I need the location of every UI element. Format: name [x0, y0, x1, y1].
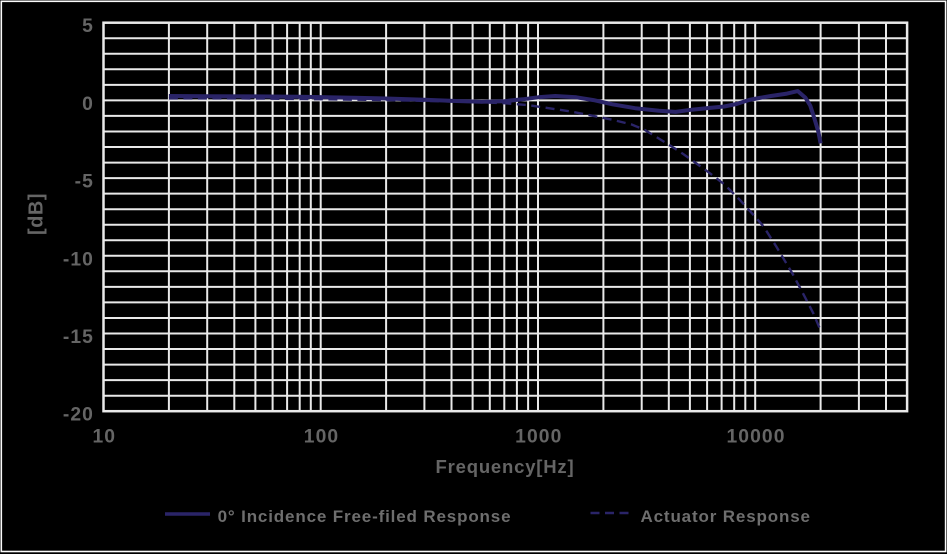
- svg-text:100: 100: [304, 427, 339, 448]
- svg-text:Actuator Response: Actuator Response: [641, 507, 811, 526]
- svg-text:[dB]: [dB]: [26, 193, 48, 235]
- svg-text:10: 10: [92, 427, 116, 448]
- svg-text:-5: -5: [75, 172, 94, 193]
- svg-text:0° Incidence Free-filed Respon: 0° Incidence Free-filed Response: [218, 507, 512, 526]
- svg-text:-20: -20: [63, 405, 94, 426]
- svg-text:-10: -10: [63, 249, 94, 270]
- svg-text:0: 0: [82, 94, 94, 115]
- svg-text:Frequency[Hz]: Frequency[Hz]: [436, 456, 575, 477]
- svg-text:10000: 10000: [726, 427, 785, 448]
- svg-text:-15: -15: [63, 327, 94, 348]
- svg-text:5: 5: [82, 16, 94, 37]
- svg-text:1000: 1000: [515, 427, 562, 448]
